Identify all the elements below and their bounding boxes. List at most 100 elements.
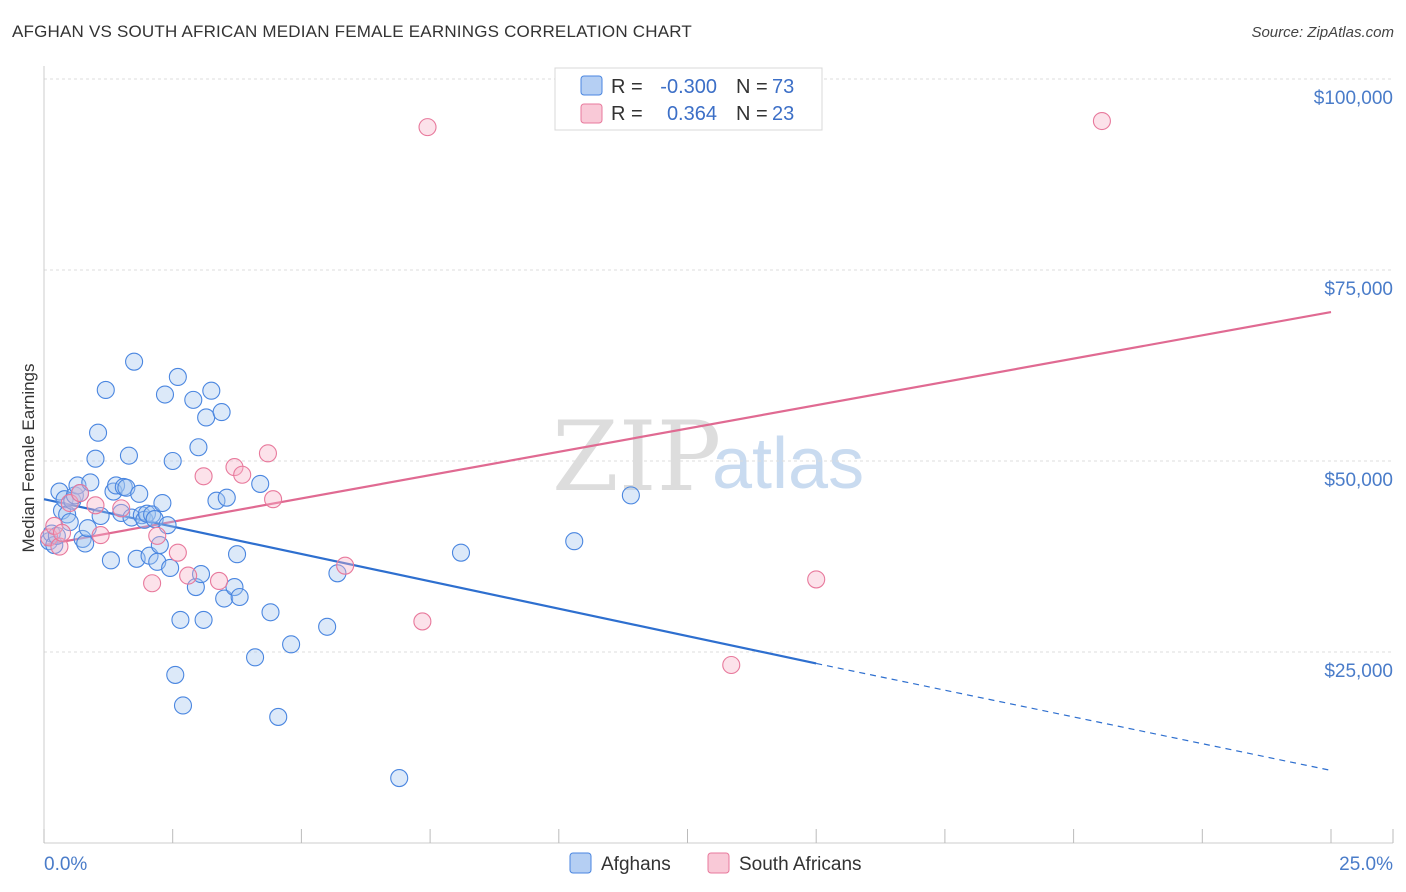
y-axis-label: Median Female Earnings: [19, 364, 38, 553]
source-credit: Source: ZipAtlas.com: [1251, 24, 1394, 41]
point-afghans-18: [89, 423, 108, 442]
point-south-africans-19: [336, 556, 355, 575]
legend-r-label-south-africans: R =: [611, 103, 643, 125]
gridlines: [44, 78, 1393, 653]
point-south-africans-21: [418, 118, 437, 137]
point-south-africans-12: [179, 566, 198, 585]
legend-swatch-south-africans: [580, 103, 603, 124]
point-afghans-17: [86, 449, 105, 468]
legend-r-value-afghans: -0.300: [660, 76, 717, 98]
series-legend-swatch-south-africans: [707, 852, 730, 874]
point-afghans-64: [251, 474, 270, 493]
point-south-africans-3: [52, 523, 72, 542]
point-afghans-58: [215, 589, 234, 608]
series-legend-swatch-afghans: [569, 852, 592, 874]
point-south-africans-7: [91, 526, 110, 545]
point-afghans-19: [91, 506, 110, 526]
y-tick-label-100000: $100,000: [1314, 88, 1393, 109]
point-afghans-71: [451, 543, 471, 562]
point-south-africans-24: [1092, 111, 1111, 131]
point-afghans-53: [194, 610, 213, 629]
point-south-africans-2: [50, 537, 69, 556]
legend-r-label-afghans: R =: [611, 76, 643, 98]
data-points: [40, 111, 1111, 788]
point-south-africans-9: [143, 574, 162, 593]
legend-n-value-afghans: 73: [772, 76, 794, 98]
point-south-africans-20: [413, 612, 432, 631]
point-afghans-43: [161, 558, 180, 578]
point-south-africans-11: [168, 543, 187, 562]
trend-line-afghans-extension: [816, 662, 1332, 772]
point-afghans-49: [184, 390, 203, 409]
watermark-atlas: atlas: [712, 424, 864, 504]
point-afghans-54: [197, 408, 216, 427]
point-south-africans-10: [148, 526, 167, 545]
point-south-africans-8: [112, 499, 131, 518]
point-afghans-41: [155, 385, 175, 404]
point-afghans-48: [173, 696, 193, 715]
point-south-africans-6: [86, 496, 105, 515]
y-tick-label-50000: $50,000: [1324, 470, 1393, 491]
trend-line-south-africans: [43, 310, 1332, 547]
point-afghans-31: [130, 484, 149, 503]
point-afghans-24: [112, 503, 131, 523]
legend-n-label-south-africans: N =: [736, 103, 768, 125]
point-afghans-29: [125, 352, 144, 371]
point-afghans-51: [189, 438, 208, 457]
point-south-africans-14: [209, 571, 229, 590]
legend-r-value-south-africans: 0.364: [667, 103, 717, 125]
point-afghans-45: [166, 665, 185, 684]
point-afghans-55: [202, 381, 221, 400]
stats-legend: R = -0.300 N = 73 R = 0.364 N = 23: [554, 67, 823, 131]
point-afghans-46: [168, 367, 187, 387]
legend-swatch-afghans: [580, 75, 603, 96]
point-south-africans-1: [45, 516, 64, 535]
point-afghans-73: [621, 486, 640, 505]
point-afghans-61: [228, 545, 247, 564]
point-afghans-47: [171, 610, 190, 629]
point-afghans-67: [282, 635, 301, 654]
point-afghans-21: [101, 551, 120, 570]
x-tick-label-max: 25.0%: [1339, 854, 1393, 875]
watermark-zip: ZIP: [552, 401, 721, 513]
chart-title: AFGHAN VS SOUTH AFRICAN MEDIAN FEMALE EA…: [12, 22, 692, 41]
trend-line-afghans: [43, 498, 817, 665]
point-afghans-59: [217, 488, 236, 507]
point-afghans-56: [207, 491, 226, 510]
series-legend-label-south-africans: South Africans: [739, 854, 862, 875]
point-afghans-40: [153, 493, 172, 513]
point-afghans-14: [76, 534, 95, 553]
x-tick-label-min: 0.0%: [44, 854, 87, 875]
point-south-africans-22: [722, 655, 741, 675]
point-south-africans-18: [264, 490, 283, 509]
point-afghans-69: [328, 564, 347, 583]
point-afghans-65: [261, 603, 280, 622]
point-afghans-60: [225, 578, 244, 597]
point-afghans-20: [96, 380, 115, 399]
point-afghans-70: [390, 769, 409, 788]
point-south-africans-5: [70, 484, 90, 503]
point-south-africans-13: [194, 467, 213, 486]
point-south-africans-16: [233, 465, 252, 484]
trend-lines: [43, 310, 1332, 772]
y-tick-label-75000: $75,000: [1324, 279, 1393, 300]
y-tick-labels: $25,000 $50,000 $75,000 $100,000: [1314, 88, 1393, 682]
series-legend-label-afghans: Afghans: [601, 854, 671, 875]
legend-n-label-afghans: N =: [736, 76, 768, 98]
axes: [43, 66, 1394, 844]
series-legend: Afghans South Africans: [569, 852, 862, 875]
point-south-africans-23: [807, 570, 826, 589]
point-afghans-27: [119, 446, 138, 465]
point-afghans-63: [246, 648, 265, 667]
point-afghans-66: [269, 707, 288, 726]
point-afghans-44: [163, 451, 182, 471]
legend-n-value-south-africans: 23: [772, 103, 794, 125]
point-afghans-62: [230, 587, 249, 607]
y-tick-label-25000: $25,000: [1324, 661, 1393, 682]
point-afghans-72: [565, 532, 584, 551]
point-south-africans-17: [258, 444, 277, 463]
point-afghans-68: [318, 617, 337, 636]
point-afghans-57: [212, 403, 231, 422]
point-south-africans-15: [225, 458, 244, 477]
